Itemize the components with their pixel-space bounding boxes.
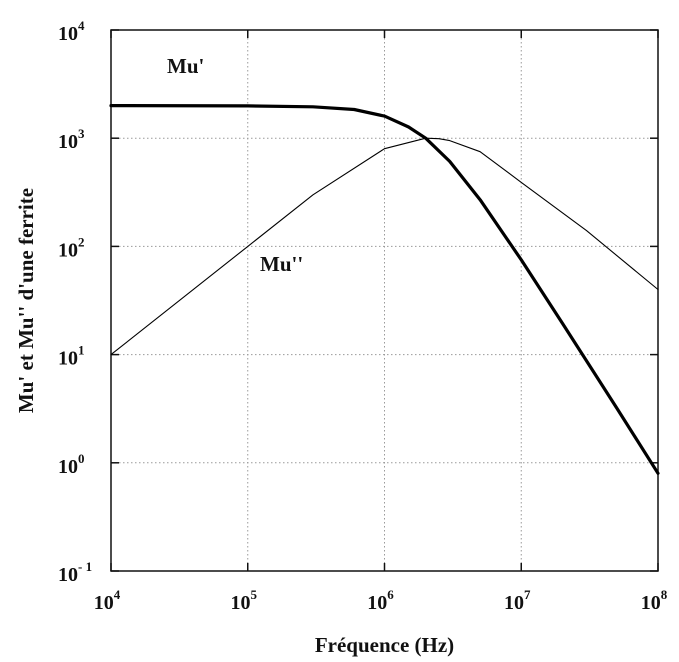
series-line <box>110 137 659 356</box>
x-axis-label: Fréquence (Hz) <box>315 633 454 657</box>
y-tick-label: 104 <box>58 18 85 45</box>
x-tick-label: 104 <box>94 587 121 614</box>
series-lines <box>109 104 660 475</box>
tick-marks <box>110 29 659 572</box>
x-tick-label: 106 <box>367 587 394 614</box>
x-tick-labels: 104 105 106 107 108 <box>94 587 668 614</box>
y-tick-labels: 104 103 102 101 100 10- 1 <box>58 18 92 586</box>
x-tick-label: 108 <box>641 587 668 614</box>
y-tick-label: 10- 1 <box>58 559 92 586</box>
y-tick-label: 103 <box>58 126 85 153</box>
series-label: Mu' <box>167 54 204 78</box>
x-tick-label: 105 <box>231 587 258 614</box>
y-tick-label: 102 <box>58 234 85 261</box>
series-label: Mu'' <box>260 252 303 276</box>
y-tick-label: 100 <box>58 451 85 478</box>
series-labels: Mu' Mu'' <box>167 54 303 276</box>
y-tick-label: 101 <box>58 343 85 370</box>
x-tick-label: 107 <box>504 587 531 614</box>
y-axis-label: Mu' et Mu'' d'une ferrite <box>14 188 38 413</box>
grid <box>111 30 658 571</box>
